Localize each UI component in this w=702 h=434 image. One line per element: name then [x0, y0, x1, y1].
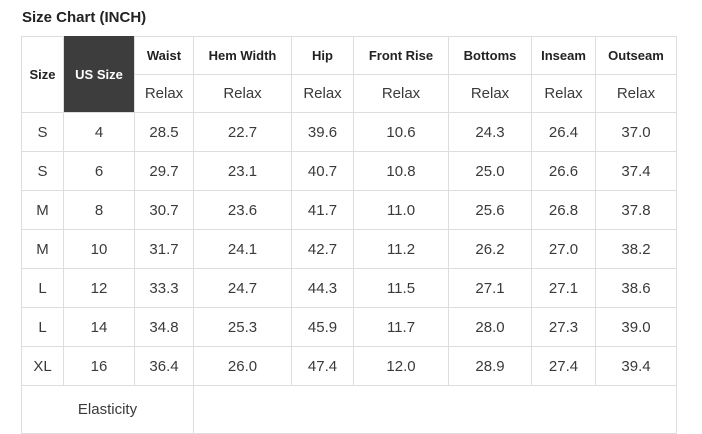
header-row-measurements: Size US Size Waist Hem Width Hip Front R… — [21, 36, 677, 113]
page-title: Size Chart (INCH) — [22, 9, 147, 26]
bottoms-value-cell: 26.2 — [448, 229, 532, 269]
hem-width-column-header: Hem Width — [193, 36, 292, 75]
inseam-value-cell: 27.4 — [531, 346, 596, 386]
front-rise-value-cell: 11.0 — [353, 190, 449, 230]
size-cell: S — [21, 112, 64, 152]
table-row: XL 16 36.4 26.0 47.4 12.0 28.9 27.4 39.4 — [21, 346, 677, 386]
us-size-cell: 16 — [63, 346, 135, 386]
front-rise-value-cell: 10.8 — [353, 151, 449, 191]
waist-value-cell: 34.8 — [134, 307, 194, 347]
hip-value-cell: 39.6 — [291, 112, 354, 152]
inseam-value-cell: 27.0 — [531, 229, 596, 269]
inseam-value-cell: 26.6 — [531, 151, 596, 191]
hem-width-value-cell: 22.7 — [193, 112, 292, 152]
us-size-cell: 4 — [63, 112, 135, 152]
inseam-value-cell: 26.8 — [531, 190, 596, 230]
us-size-cell: 12 — [63, 268, 135, 308]
table-row: L 12 33.3 24.7 44.3 11.5 27.1 27.1 38.6 — [21, 268, 677, 308]
hip-value-cell: 42.7 — [291, 229, 354, 269]
waist-value-cell: 29.7 — [134, 151, 194, 191]
inseam-value-cell: 27.3 — [531, 307, 596, 347]
hip-column-header: Hip — [291, 36, 354, 75]
front-rise-value-cell: 11.2 — [353, 229, 449, 269]
outseam-column-header: Outseam — [595, 36, 677, 75]
table-row: M 10 31.7 24.1 42.7 11.2 26.2 27.0 38.2 — [21, 229, 677, 269]
outseam-value-cell: 39.4 — [595, 346, 677, 386]
waist-value-cell: 28.5 — [134, 112, 194, 152]
fit-cell-outseam: Relax — [595, 74, 677, 113]
elasticity-row: Elasticity — [21, 385, 677, 434]
fit-cell-hip: Relax — [291, 74, 354, 113]
outseam-value-cell: 37.4 — [595, 151, 677, 191]
outseam-value-cell: 38.6 — [595, 268, 677, 308]
inseam-value-cell: 26.4 — [531, 112, 596, 152]
bottoms-value-cell: 25.6 — [448, 190, 532, 230]
size-cell: S — [21, 151, 64, 191]
bottoms-value-cell: 27.1 — [448, 268, 532, 308]
hem-width-value-cell: 24.7 — [193, 268, 292, 308]
fit-cell-inseam: Relax — [531, 74, 596, 113]
hip-value-cell: 44.3 — [291, 268, 354, 308]
outseam-value-cell: 39.0 — [595, 307, 677, 347]
us-size-cell: 10 — [63, 229, 135, 269]
outseam-value-cell: 37.0 — [595, 112, 677, 152]
bottoms-value-cell: 25.0 — [448, 151, 532, 191]
header-row-fit: Relax Relax Relax Relax Relax Relax Rela… — [22, 74, 677, 113]
us-size-cell: 6 — [63, 151, 135, 191]
hem-width-value-cell: 24.1 — [193, 229, 292, 269]
hem-width-value-cell: 26.0 — [193, 346, 292, 386]
bottoms-value-cell: 24.3 — [448, 112, 532, 152]
hem-width-value-cell: 23.6 — [193, 190, 292, 230]
front-rise-value-cell: 10.6 — [353, 112, 449, 152]
bottoms-column-header: Bottoms — [448, 36, 532, 75]
table-row: S 4 28.5 22.7 39.6 10.6 24.3 26.4 37.0 — [21, 112, 677, 152]
size-column-header: Size — [21, 36, 64, 113]
us-size-column-header: US Size — [63, 36, 135, 113]
front-rise-value-cell: 11.7 — [353, 307, 449, 347]
size-cell: L — [21, 268, 64, 308]
inseam-column-header: Inseam — [531, 36, 596, 75]
size-chart-table: Size US Size Waist Hem Width Hip Front R… — [21, 36, 677, 434]
table-row: M 8 30.7 23.6 41.7 11.0 25.6 26.8 37.8 — [21, 190, 677, 230]
outseam-value-cell: 38.2 — [595, 229, 677, 269]
hip-value-cell: 47.4 — [291, 346, 354, 386]
bottoms-value-cell: 28.0 — [448, 307, 532, 347]
hem-width-value-cell: 23.1 — [193, 151, 292, 191]
elasticity-value-cell — [193, 385, 677, 434]
elasticity-label-cell: Elasticity — [21, 385, 194, 434]
hip-value-cell: 40.7 — [291, 151, 354, 191]
table-row: S 6 29.7 23.1 40.7 10.8 25.0 26.6 37.4 — [21, 151, 677, 191]
size-cell: M — [21, 229, 64, 269]
waist-value-cell: 36.4 — [134, 346, 194, 386]
hem-width-value-cell: 25.3 — [193, 307, 292, 347]
us-size-cell: 8 — [63, 190, 135, 230]
size-cell: L — [21, 307, 64, 347]
hip-value-cell: 41.7 — [291, 190, 354, 230]
size-cell: XL — [21, 346, 64, 386]
fit-cell-waist: Relax — [134, 74, 194, 113]
fit-cell-front-rise: Relax — [353, 74, 449, 113]
hip-value-cell: 45.9 — [291, 307, 354, 347]
size-cell: M — [21, 190, 64, 230]
us-size-cell: 14 — [63, 307, 135, 347]
front-rise-column-header: Front Rise — [353, 36, 449, 75]
waist-value-cell: 30.7 — [134, 190, 194, 230]
waist-value-cell: 33.3 — [134, 268, 194, 308]
bottoms-value-cell: 28.9 — [448, 346, 532, 386]
table-row: L 14 34.8 25.3 45.9 11.7 28.0 27.3 39.0 — [21, 307, 677, 347]
front-rise-value-cell: 12.0 — [353, 346, 449, 386]
fit-cell-hem-width: Relax — [193, 74, 292, 113]
front-rise-value-cell: 11.5 — [353, 268, 449, 308]
waist-column-header: Waist — [134, 36, 194, 75]
waist-value-cell: 31.7 — [134, 229, 194, 269]
fit-cell-bottoms: Relax — [448, 74, 532, 113]
inseam-value-cell: 27.1 — [531, 268, 596, 308]
outseam-value-cell: 37.8 — [595, 190, 677, 230]
